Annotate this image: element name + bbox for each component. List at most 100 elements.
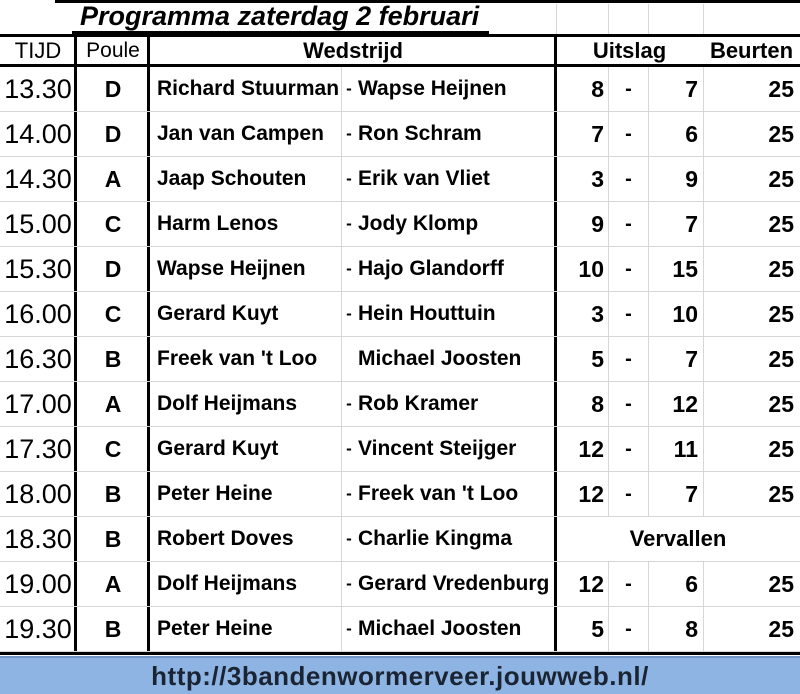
name-separator: - xyxy=(341,292,356,336)
score1-cell: 5 xyxy=(591,345,604,372)
score1-cell: 7 xyxy=(591,120,604,147)
player1-cell: Jan van Campen xyxy=(157,122,324,145)
score-separator: - xyxy=(608,562,648,606)
player1-cell: Richard Stuurman xyxy=(157,77,340,100)
player1-cell: Dolf Heijmans xyxy=(157,392,298,415)
header-wedstrijd: Wedstrijd xyxy=(303,37,403,63)
table-row: 19.00 A Dolf Heijmans - Gerard Vredenburg 12-… xyxy=(0,562,800,607)
score1-cell: 12 xyxy=(578,480,604,507)
player2-cell: Vincent Steijger xyxy=(358,437,517,460)
name-separator: - xyxy=(341,562,356,606)
header-poule: Poule xyxy=(86,38,140,62)
score-separator: - xyxy=(608,337,648,381)
score-separator: - xyxy=(608,427,648,471)
table-row: 15.00 C Harm Lenos - Jody Klomp 9-7 25 xyxy=(0,202,800,247)
player2-cell: Charlie Kingma xyxy=(358,527,513,550)
name-separator: - xyxy=(341,67,356,111)
score2-cell: 9 xyxy=(648,157,703,201)
score1-cell: 8 xyxy=(591,390,604,417)
website-link[interactable]: http://3bandenwormerveer.jouwweb.nl/ xyxy=(151,660,649,691)
player1-cell: Gerard Kuyt xyxy=(157,437,279,460)
beurten-cell: 25 xyxy=(703,157,800,201)
table-top-border xyxy=(55,0,800,3)
beurten-cell: 25 xyxy=(703,337,800,381)
time-cell: 14.00 xyxy=(4,118,72,149)
beurten-cell: 25 xyxy=(703,472,800,516)
time-cell: 16.00 xyxy=(4,298,72,329)
name-separator: - xyxy=(341,517,356,561)
beurten-cell: 25 xyxy=(703,292,800,336)
time-cell: 18.30 xyxy=(4,523,72,554)
grid-line xyxy=(556,4,557,34)
player2-cell: Hein Houttuin xyxy=(358,302,496,325)
poule-cell: A xyxy=(104,165,122,192)
table-row: 15.30 D Wapse Heijnen - Hajo Glandorff 10-15 2… xyxy=(0,247,800,292)
poule-cell: C xyxy=(104,300,122,327)
score-separator: - xyxy=(608,112,648,156)
poule-cell: C xyxy=(104,435,122,462)
column-border-poule xyxy=(147,37,150,652)
name-separator: - xyxy=(341,427,356,471)
player1-cell: Peter Heine xyxy=(157,617,273,640)
table-row: 17.30 C Gerard Kuyt - Vincent Steijger 12-11 2… xyxy=(0,427,800,472)
player1-cell: Wapse Heijnen xyxy=(157,257,306,280)
title-row: Programma zaterdag 2 februari xyxy=(0,2,800,34)
time-cell: 15.00 xyxy=(4,208,72,239)
poule-cell: A xyxy=(104,570,122,597)
player2-cell: Erik van Vliet xyxy=(358,167,490,190)
score1-cell: 10 xyxy=(578,255,604,282)
time-cell: 16.30 xyxy=(4,343,72,374)
poule-cell: D xyxy=(104,120,122,147)
header-tijd: TIJD xyxy=(14,37,62,63)
name-separator: - xyxy=(341,202,356,246)
player2-cell: Michael Joosten xyxy=(358,347,522,370)
player1-cell: Jaap Schouten xyxy=(157,167,307,190)
score-separator: - xyxy=(608,382,648,426)
status-cell: Vervallen xyxy=(629,526,727,551)
column-border-tijd xyxy=(74,37,77,652)
header-uitslag: Uitslag xyxy=(592,37,667,63)
beurten-cell: 25 xyxy=(703,607,800,651)
grid-line xyxy=(703,4,704,34)
column-border-uitslag xyxy=(554,37,557,652)
score2-cell: 7 xyxy=(648,202,703,246)
time-cell: 13.30 xyxy=(4,73,72,104)
header-beurten: Beurten xyxy=(709,37,794,63)
player2-cell: Jody Klomp xyxy=(358,212,479,235)
score-separator: - xyxy=(608,202,648,246)
score2-cell: 7 xyxy=(648,67,703,111)
beurten-cell: 25 xyxy=(703,247,800,291)
name-separator: - xyxy=(341,157,356,201)
score2-cell: 12 xyxy=(648,382,703,426)
time-cell: 14.30 xyxy=(4,163,72,194)
score-separator: - xyxy=(608,292,648,336)
table-row: 16.00 C Gerard Kuyt - Hein Houttuin 3-10 25 xyxy=(0,292,800,337)
poule-cell: B xyxy=(104,480,122,507)
score1-cell: 5 xyxy=(591,615,604,642)
table-row: 14.00 D Jan van Campen - Ron Schram 7-6 25 xyxy=(0,112,800,157)
poule-cell: D xyxy=(104,255,122,282)
player1-cell: Peter Heine xyxy=(157,482,273,505)
name-separator: - xyxy=(341,112,356,156)
player2-cell: Rob Kramer xyxy=(358,392,479,415)
grid-line xyxy=(608,4,609,34)
table-row: 19.30 B Peter Heine - Michael Joosten 5-8 25 xyxy=(0,607,800,652)
score2-cell: 15 xyxy=(648,247,703,291)
table-body: 13.30 D Richard Stuurman - Wapse Heijnen 8-7 2… xyxy=(0,67,800,652)
title-divider xyxy=(0,34,800,37)
score-separator: - xyxy=(608,607,648,651)
poule-cell: B xyxy=(104,345,122,372)
score-separator: - xyxy=(608,67,648,111)
table-row: 18.00 B Peter Heine - Freek van 't Loo 12-7 25 xyxy=(0,472,800,517)
table-row: 13.30 D Richard Stuurman - Wapse Heijnen 8-7 2… xyxy=(0,67,800,112)
score2-cell: 7 xyxy=(648,472,703,516)
player1-cell: Harm Lenos xyxy=(157,212,279,235)
time-cell: 18.00 xyxy=(4,478,72,509)
score1-cell: 3 xyxy=(591,165,604,192)
player1-cell: Freek van 't Loo xyxy=(157,347,318,370)
table-row: 16.30 B Freek van 't Loo Michael Joosten 5-7… xyxy=(0,337,800,382)
table-header-row: TIJD Poule Wedstrijd Uitslag Beurten xyxy=(0,37,800,64)
time-cell: 15.30 xyxy=(4,253,72,284)
poule-cell: B xyxy=(104,615,122,642)
